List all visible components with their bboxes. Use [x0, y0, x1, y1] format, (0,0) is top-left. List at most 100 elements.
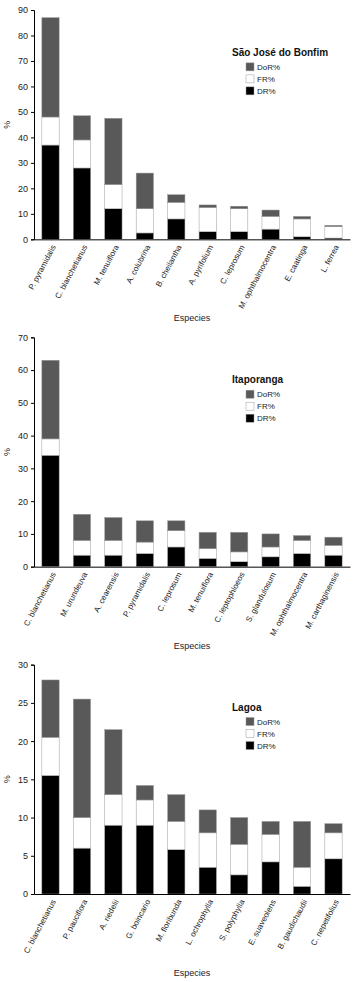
bar-segment — [42, 439, 59, 455]
y-tick-mark — [31, 856, 34, 857]
bar-segment — [168, 850, 185, 894]
legend-entry: DR% — [246, 87, 276, 96]
legend-title: Lagoa — [232, 702, 262, 713]
bars — [42, 680, 342, 894]
y-tick: 15 — [18, 775, 34, 785]
x-tick-label: E. suaveolens — [246, 898, 278, 947]
x-axis-line — [35, 239, 351, 240]
legend-label: DR% — [257, 742, 276, 751]
bar-segment — [262, 547, 279, 557]
y-tick-label: 20 — [18, 736, 28, 746]
bar-segment — [136, 209, 153, 233]
x-tick: C. blanchetianus — [53, 243, 89, 300]
x-tick-label: M. ophthalmocentra — [268, 570, 309, 637]
y-tick-mark — [31, 818, 34, 819]
bar-segment — [325, 537, 342, 545]
y-tick-mark — [31, 567, 34, 568]
legend-swatch — [246, 730, 254, 738]
bar-segment — [262, 862, 279, 894]
y-tick: 90 — [18, 5, 34, 15]
y-tick: 40 — [18, 133, 34, 143]
x-tick: S. glandulosum — [244, 571, 278, 624]
bar-segment — [136, 825, 153, 894]
bar-segment — [136, 800, 153, 825]
x-tick-label: A. riedelii — [97, 898, 120, 931]
y-axis-line — [31, 11, 35, 240]
bar-segment — [73, 699, 90, 817]
y-tick: 50 — [18, 107, 34, 117]
x-tick: P. pyramidalis — [27, 243, 58, 291]
x-axis-title: Especies — [174, 968, 211, 978]
bar-segment — [262, 229, 279, 239]
y-axis-title: % — [2, 448, 12, 456]
figure: 0102030405060708090P. pyramidalisC. blan… — [0, 0, 358, 982]
bar-segment — [262, 834, 279, 862]
y-tick-label: 70 — [18, 333, 28, 343]
y-tick-mark — [31, 214, 34, 215]
bar-segment — [42, 117, 59, 145]
y-tick-label: 70 — [18, 56, 28, 66]
legend-entry: DR% — [246, 742, 276, 751]
bar-segment — [199, 833, 216, 867]
x-tick: S. polyphylla — [217, 898, 247, 943]
bar-segment — [262, 210, 279, 216]
y-tick-label: 80 — [18, 31, 28, 41]
bar-segment — [168, 195, 185, 203]
legend-label: DR% — [257, 87, 276, 96]
bar-segment — [105, 795, 122, 826]
bar-segment — [105, 185, 122, 209]
y-tick-mark — [31, 112, 34, 113]
bar-segment — [105, 540, 122, 555]
bar-segment — [262, 534, 279, 547]
bar-segment — [231, 532, 248, 552]
bars — [42, 360, 342, 566]
x-tick: P. pyramidalis — [121, 571, 152, 619]
bars — [42, 18, 342, 240]
bar-segment — [262, 557, 279, 567]
x-tick-label: G. boincario — [124, 898, 152, 941]
y-tick: 50 — [18, 398, 34, 408]
legend-label: FR% — [257, 75, 275, 84]
x-tick: P. pauciflora — [61, 898, 90, 941]
x-axis-title: Especies — [174, 641, 211, 651]
y-tick-mark — [31, 61, 34, 62]
y-tick: 20 — [18, 497, 34, 507]
x-tick-label: C. nepetifolius — [309, 898, 341, 947]
x-tick: A. pyrifolium — [187, 243, 216, 286]
legend-entry: FR% — [246, 730, 275, 739]
bar-segment — [325, 227, 342, 238]
bar-segment — [231, 232, 248, 240]
y-tick: 30 — [18, 660, 34, 670]
bar-segment — [231, 818, 248, 845]
bar-segment — [105, 730, 122, 795]
y-tick-mark — [31, 665, 34, 666]
x-tick-label: E. caatinga — [283, 243, 310, 283]
x-tick: E. caatinga — [283, 243, 310, 283]
x-tick-label: S. polyphylla — [217, 898, 247, 943]
bar-segment — [73, 818, 90, 849]
x-tick-label: M. floribunda — [154, 898, 184, 944]
bar-segment — [105, 825, 122, 894]
y-tick-label: 30 — [18, 464, 28, 474]
x-tick-label: A. colubrina — [124, 243, 152, 285]
y-tick-label: 10 — [18, 813, 28, 823]
x-tick-label: C. leprosum — [156, 570, 184, 613]
y-tick-label: 15 — [18, 775, 28, 785]
bar-segment — [136, 173, 153, 209]
legend-label: FR% — [257, 730, 275, 739]
legend-label: DoR% — [257, 63, 280, 72]
y-tick-mark — [31, 370, 34, 371]
bar-segment — [325, 859, 342, 894]
y-tick: 30 — [18, 158, 34, 168]
y-tick: 40 — [18, 431, 34, 441]
legend-entry: DoR% — [246, 63, 280, 72]
legend: São José do BonfimDoR%FR%DR% — [232, 47, 328, 96]
y-tick-mark — [31, 239, 34, 240]
legend: ItaporangaDoR%FR%DR% — [232, 374, 284, 423]
bar-segment — [262, 821, 279, 834]
y-tick: 0 — [23, 889, 34, 899]
y-tick-label: 90 — [18, 5, 28, 15]
x-tick: M. floribunda — [154, 898, 184, 944]
x-tick-label: C. blanchetianus — [22, 898, 58, 955]
x-tick-label: P. pyramidalis — [27, 243, 58, 291]
